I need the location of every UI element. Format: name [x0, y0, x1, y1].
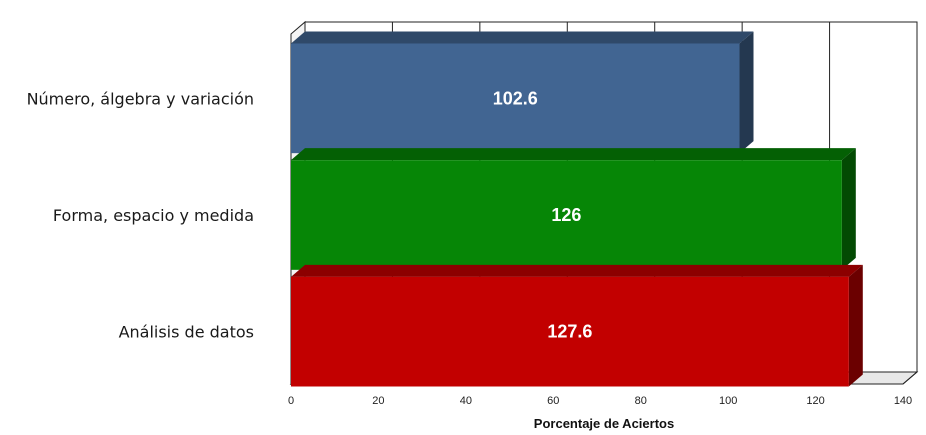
bar-top	[291, 148, 856, 161]
category-label: Forma, espacio y medida	[53, 206, 254, 225]
bar-top	[291, 264, 863, 277]
tick-label: 0	[288, 395, 294, 407]
category-label: Análisis de datos	[119, 323, 254, 342]
tick-label: 20	[372, 395, 384, 407]
gridline-floor	[902, 371, 918, 385]
tick-label: 140	[894, 395, 912, 407]
bar-side	[739, 31, 754, 154]
bars: 102.6 126 127.6	[291, 31, 863, 387]
tick-label: 100	[719, 395, 737, 407]
data-label: 126	[551, 205, 581, 225]
category-labels: Número, álgebra y variación Forma, espaci…	[27, 89, 254, 341]
tick-label: 40	[460, 395, 472, 407]
data-label: 102.6	[493, 88, 538, 108]
category-label: Número, álgebra y variación	[27, 89, 254, 108]
bar-top	[291, 31, 754, 44]
bar-side	[841, 148, 856, 270]
bar: 102.6	[291, 31, 754, 154]
tick-label: 120	[806, 395, 824, 407]
bar-front	[291, 160, 842, 270]
tick-label: 60	[547, 395, 559, 407]
bar: 126	[291, 148, 856, 270]
bar: 127.6	[291, 264, 863, 387]
tick-label: 80	[635, 395, 647, 407]
bar-front	[291, 43, 740, 154]
bar-side	[848, 264, 863, 387]
x-axis-title: Porcentaje de Aciertos	[534, 416, 674, 431]
data-label: 127.6	[547, 322, 592, 342]
x-ticks: 0 20 40 60 80 100 120 140	[288, 395, 912, 407]
bar-front	[291, 276, 849, 387]
